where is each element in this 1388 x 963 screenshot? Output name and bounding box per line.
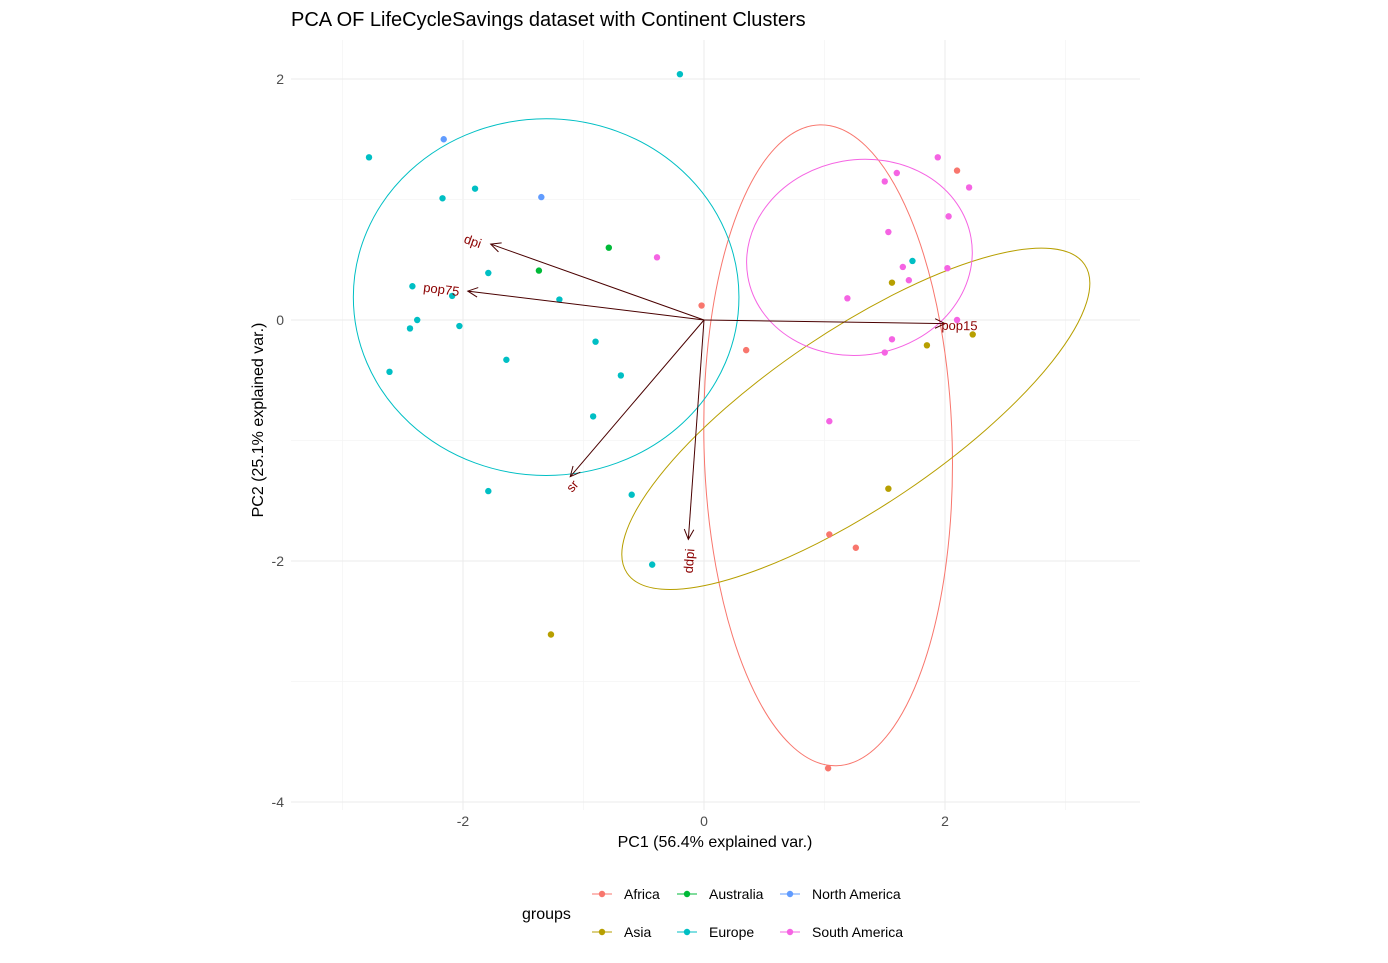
legend-label-europe: Europe <box>709 924 754 940</box>
x-axis-title: PC1 (56.4% explained var.) <box>618 834 813 851</box>
point-europe <box>648 561 656 568</box>
legend: groups Africa Asia Australia Europe North Am… <box>522 886 903 940</box>
point-europe <box>414 316 421 324</box>
point-asia <box>547 631 555 638</box>
point-africa <box>852 544 860 551</box>
point-africa <box>698 302 705 309</box>
legend-label-australia: Australia <box>709 886 764 902</box>
point-africa <box>742 346 750 354</box>
arrow-ddpi <box>687 319 705 540</box>
point-north-america <box>538 193 545 201</box>
cluster-ellipses <box>352 118 1091 767</box>
point-south-america <box>953 316 961 324</box>
legend-label-north-america: North America <box>812 886 901 902</box>
point-africa <box>953 167 961 174</box>
x-tick-label: 2 <box>941 813 949 829</box>
point-europe <box>485 487 492 495</box>
point-south-america <box>965 184 973 191</box>
point-north-america <box>440 136 447 143</box>
point-africa <box>826 531 833 538</box>
point-south-america <box>945 213 952 220</box>
x-tick-label: 0 <box>700 813 708 829</box>
ellipse-asia <box>621 247 1091 590</box>
point-europe <box>556 296 563 303</box>
loading-label-pop15: pop15 <box>941 318 977 334</box>
y-tick-label: 0 <box>276 312 284 328</box>
point-south-america <box>885 228 892 236</box>
point-south-america <box>653 254 661 261</box>
arrow-pop75 <box>467 290 705 321</box>
point-australia <box>535 267 543 274</box>
point-europe <box>406 325 414 332</box>
point-europe <box>386 368 393 376</box>
data-points <box>365 70 976 772</box>
point-asia <box>969 331 976 338</box>
y-tick-label: -2 <box>272 553 285 569</box>
point-europe <box>471 185 479 192</box>
point-europe <box>365 154 373 161</box>
point-europe <box>485 269 492 277</box>
ellipse-africa <box>703 124 953 767</box>
point-europe <box>589 413 597 420</box>
loading-label-pop75: pop75 <box>423 280 461 299</box>
legend-key-point-africa <box>598 890 606 898</box>
ellipse-europe <box>352 118 740 476</box>
loading-label-dpi: dpi <box>462 231 483 251</box>
arrowhead-pop75 <box>466 287 479 298</box>
point-europe <box>617 372 625 379</box>
point-south-america <box>826 418 833 425</box>
legend-key-point-north-america <box>786 890 794 898</box>
point-europe <box>503 356 510 363</box>
point-europe <box>909 257 916 265</box>
ellipse-south-america <box>746 158 973 356</box>
legend-title: groups <box>522 906 571 923</box>
y-axis-title: PC2 (25.1% explained var.) <box>250 323 267 518</box>
arrowhead-sr <box>569 465 581 478</box>
grid <box>291 40 1140 810</box>
arrowhead-pop15 <box>934 318 947 329</box>
chart-title: PCA OF LifeCycleSavings dataset with Con… <box>291 9 806 31</box>
point-europe <box>448 292 456 300</box>
arrowhead-dpi <box>489 242 502 253</box>
point-europe <box>456 322 463 330</box>
point-asia <box>923 342 931 349</box>
legend-key-point-south-america <box>786 928 794 936</box>
legend-label-africa: Africa <box>624 886 660 902</box>
point-asia <box>888 279 896 286</box>
point-south-america <box>881 349 888 356</box>
point-south-america <box>893 169 900 177</box>
arrow-dpi <box>490 243 705 321</box>
legend-key-point-asia <box>598 928 606 936</box>
point-europe <box>628 491 635 498</box>
point-south-america <box>844 295 851 302</box>
point-south-america <box>888 336 896 343</box>
point-europe <box>676 70 684 78</box>
arrow-pop15 <box>703 319 946 325</box>
x-tick-label: -2 <box>457 813 470 829</box>
point-south-america <box>899 263 907 271</box>
point-europe <box>439 195 446 202</box>
loading-label-sr: sr <box>563 476 582 494</box>
point-south-america <box>944 264 951 272</box>
point-africa <box>824 765 832 772</box>
point-australia <box>605 244 613 251</box>
point-south-america <box>905 277 913 284</box>
legend-key-point-europe <box>683 928 691 936</box>
point-south-america <box>934 154 941 161</box>
arrowhead-ddpi <box>683 528 695 541</box>
y-tick-label: 2 <box>276 71 284 87</box>
tick-labels: -2 0 2 -4 -2 0 2 <box>272 71 950 829</box>
loading-arrows: pop15 dpi pop75 sr ddpi <box>423 231 978 574</box>
point-asia <box>885 485 892 492</box>
arrow-sr <box>569 319 705 477</box>
loading-label-ddpi: ddpi <box>681 548 698 574</box>
legend-label-asia: Asia <box>624 924 651 940</box>
point-europe <box>409 283 416 290</box>
legend-label-south-america: South America <box>812 924 903 940</box>
y-tick-label: -4 <box>272 794 285 810</box>
legend-key-point-australia <box>683 890 691 898</box>
point-europe <box>592 338 599 345</box>
point-south-america <box>881 178 888 185</box>
